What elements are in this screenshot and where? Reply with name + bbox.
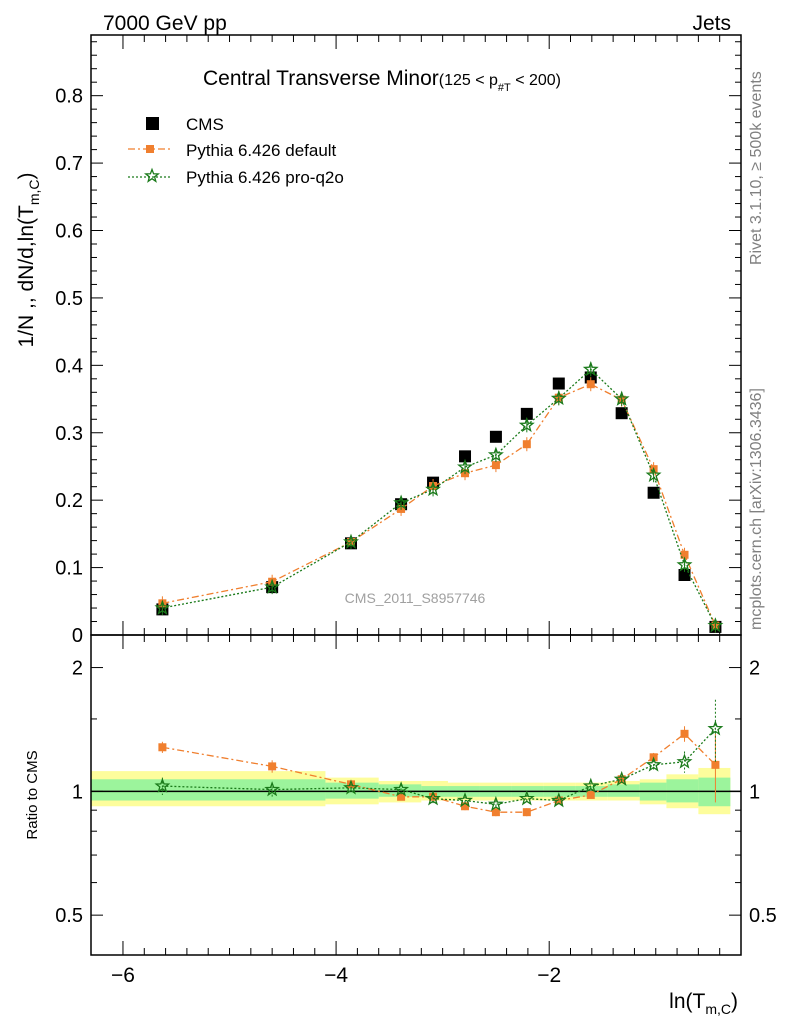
rivet-label: Rivet 3.1.10, ≥ 500k events — [748, 71, 765, 265]
proq2o-data-point — [154, 599, 171, 615]
ratio-proq2o-point — [676, 753, 693, 769]
proq2o-data-point — [613, 390, 630, 406]
ratio-default-point — [461, 802, 470, 811]
ratio-proq2o-point — [645, 756, 662, 772]
ratio-proq2o-point — [707, 720, 724, 736]
proq2o-data-point — [487, 446, 504, 462]
ratio-y-tick-label-right: 1 — [749, 781, 760, 803]
ratio-y-tick-label: 2 — [72, 658, 83, 680]
proq2o-data-point — [457, 458, 473, 474]
y-tick-label: 0.4 — [55, 355, 83, 377]
ratio-proq2o-point — [582, 777, 599, 793]
ratio-default-point — [429, 792, 438, 801]
watermark: CMS_2011_S8957746 — [345, 590, 486, 606]
y-tick-label: 0.6 — [55, 221, 83, 243]
ratio-proq2o-point — [550, 792, 567, 808]
ratio-y-tick-label-right: 2 — [749, 658, 760, 680]
y-tick-label: 0.2 — [55, 490, 83, 512]
ratio-default-point — [397, 792, 406, 801]
proq2o-data-point — [518, 416, 535, 433]
y-tick-label: 0.5 — [55, 288, 83, 310]
ratio-proq2o-point — [487, 795, 504, 812]
series-line-2 — [162, 368, 717, 626]
ratio-default-point — [586, 790, 595, 799]
y-tick-label: 0.8 — [55, 86, 83, 108]
legend-star-shape — [144, 167, 160, 183]
cms-data-point — [520, 407, 533, 420]
ratio-proq2o-point — [518, 790, 535, 806]
ratio-y-tick-label: 1 — [72, 781, 83, 803]
ratio-line-1 — [162, 728, 716, 805]
default-data-point — [522, 440, 531, 449]
proq2o-data-point — [264, 578, 281, 594]
default-data-point — [491, 461, 500, 470]
series-line-1 — [162, 383, 717, 626]
ratio-default-point — [268, 762, 277, 771]
legend-marker-cms — [146, 117, 159, 130]
cms-data-point — [552, 377, 565, 390]
proq2o-data-point — [425, 480, 441, 497]
ratio-line-0 — [162, 732, 716, 813]
ratio-frame — [90, 634, 742, 956]
legend-label-cms: CMS — [186, 115, 224, 134]
legend-label-default: Pythia 6.426 default — [186, 141, 337, 160]
legend-marker-default — [146, 145, 154, 153]
proq2o-data-point — [550, 390, 567, 406]
ratio-proq2o-point — [613, 770, 630, 787]
ratio-y-label: Ratio to CMS — [24, 750, 41, 839]
x-tick-label: −2 — [537, 964, 561, 987]
default-data-point — [680, 550, 689, 559]
y-axis-label: 1/N ,, dN/d,ln(Tm,C) — [15, 172, 42, 347]
ratio-proq2o-point — [343, 779, 359, 795]
ratio-y-tick-label-right: 0.5 — [749, 905, 777, 927]
cms-data-point — [647, 486, 660, 499]
chart-title: Central Transverse Minor(125 < p#T < 200… — [203, 67, 561, 94]
cms-data-point — [615, 407, 628, 420]
proq2o-data-point — [582, 360, 599, 377]
proq2o-data-point — [343, 533, 359, 549]
y-tick-label: 0.1 — [55, 558, 83, 580]
cms-data-point — [459, 450, 472, 463]
header-right: Jets — [692, 12, 731, 35]
header-left: 7000 GeV pp — [103, 12, 227, 35]
ratio-proq2o-point — [425, 790, 441, 806]
ratio-y-tick-label: 0.5 — [55, 905, 83, 927]
y-tick-label: 0 — [72, 625, 83, 647]
proq2o-data-point — [393, 494, 410, 510]
legend-marker-proq2o — [144, 167, 160, 183]
proq2o-data-point — [676, 556, 693, 572]
legend: CMS Pythia 6.426 default Pythia 6.426 pr… — [128, 115, 344, 187]
proq2o-data-point — [645, 466, 662, 483]
ratio-panel: 0.5 0.5 1 1 2 2 −6 −4 −2 Ratio to CMS ln(Tm,C) — [24, 634, 777, 1017]
ratio-proq2o-point — [457, 792, 473, 808]
mcplots-label: mcplots.cern.ch [arXiv:1306.3436] — [748, 388, 765, 630]
ratio-proq2o-point — [154, 777, 171, 793]
ratio-proq2o-point — [393, 781, 410, 797]
x-axis-label: ln(Tm,C) — [669, 990, 738, 1017]
default-data-point — [586, 380, 595, 389]
x-tick-label: −4 — [324, 964, 348, 987]
ratio-default-point — [158, 743, 167, 752]
ratio-proq2o-point — [264, 781, 281, 797]
ratio-default-point — [680, 729, 689, 738]
proq2o-data-point — [707, 617, 724, 633]
main-panel: 0 0.1 0.2 0.3 0.4 0.5 0.6 0.7 0.8 CMS_2011_S8957… — [15, 34, 742, 647]
x-tick-label: −6 — [111, 964, 135, 987]
uncertainty-band-inner — [607, 784, 640, 797]
y-tick-label: 0.7 — [55, 153, 83, 175]
cms-data-point — [489, 430, 502, 443]
legend-label-proq2o: Pythia 6.426 pro-q2o — [186, 168, 344, 187]
y-tick-label: 0.3 — [55, 423, 83, 445]
uncertainty-band-inner — [91, 779, 326, 801]
ratio-default-point — [522, 808, 531, 817]
ratio-default-point — [491, 808, 500, 817]
ratio-default-point — [711, 760, 720, 769]
